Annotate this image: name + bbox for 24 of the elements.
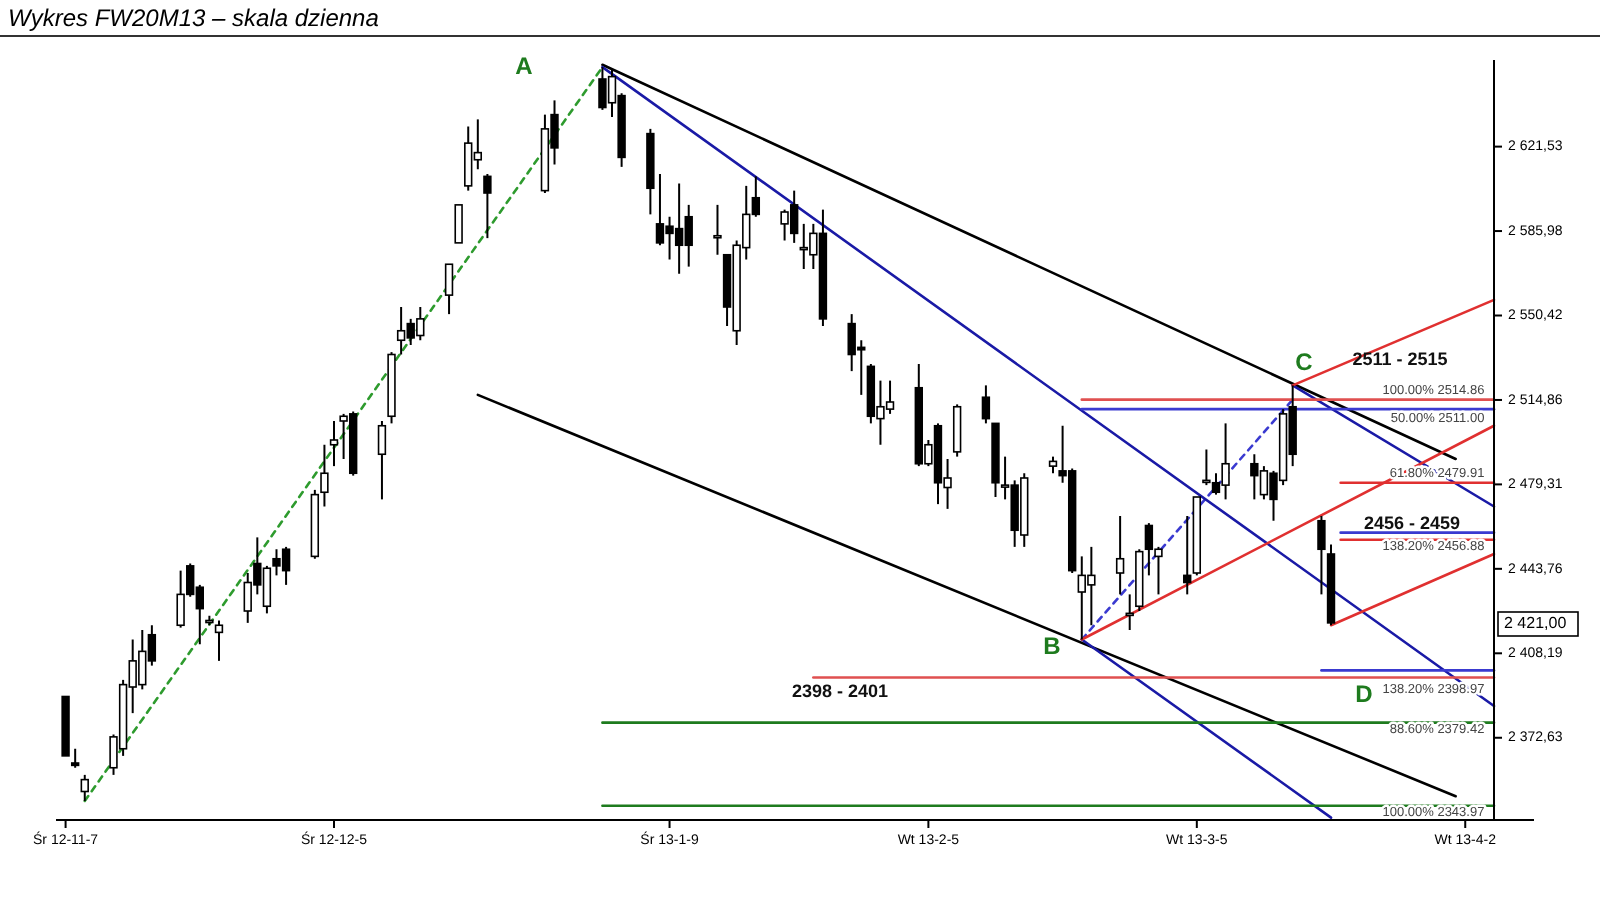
chart-title: Wykres FW20M13 – skala dzienna xyxy=(8,4,380,32)
annotation: 2511 - 2515 xyxy=(1352,348,1448,369)
annotation: 2456 - 2459 xyxy=(1363,512,1461,533)
candlestick xyxy=(713,203,722,256)
candlestick xyxy=(1183,515,1192,596)
candlestick xyxy=(377,420,387,501)
candlestick xyxy=(70,747,80,769)
candlestick xyxy=(1317,515,1326,596)
candlestick xyxy=(952,403,962,458)
candlestick xyxy=(444,263,454,316)
candlestick xyxy=(454,204,463,244)
annotation: D xyxy=(1355,680,1374,709)
candlestick xyxy=(214,619,224,662)
annotation: 2398 - 2401 xyxy=(791,680,889,701)
annotation: A xyxy=(515,52,534,81)
candlestick xyxy=(320,443,329,508)
candlestick xyxy=(1115,515,1125,596)
annotation: C xyxy=(1295,348,1314,377)
candlestick xyxy=(981,384,991,425)
candlestick xyxy=(483,173,492,240)
candlestick xyxy=(80,773,89,802)
text: 2 421,00 xyxy=(1504,614,1568,633)
annotation: B xyxy=(1043,632,1062,661)
candlestick xyxy=(329,420,339,468)
